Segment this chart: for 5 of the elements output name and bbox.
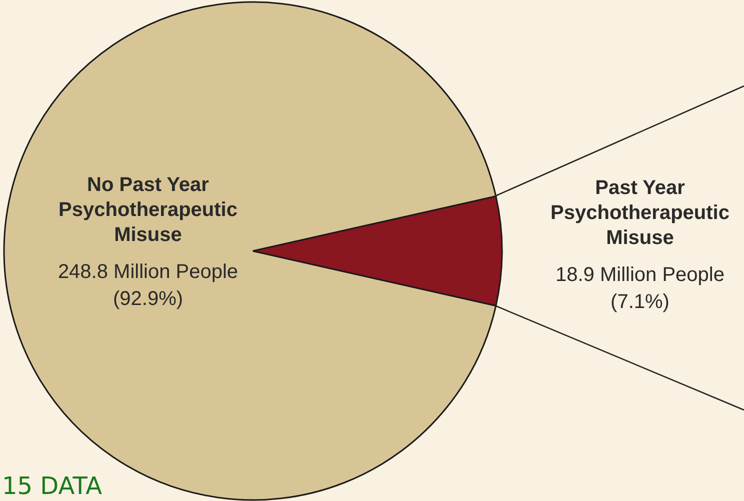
text: 15 DATA [2, 472, 103, 500]
slice-label: No Past Year Psychotherapeutic Misuse [58, 174, 238, 246]
data-label: 18.9 Million People (7.1%) [556, 264, 724, 313]
data-label: 248.8 Million People (92.9%) [58, 261, 238, 310]
slice-label: Past Year Psychotherapeutic Misuse [550, 177, 730, 249]
